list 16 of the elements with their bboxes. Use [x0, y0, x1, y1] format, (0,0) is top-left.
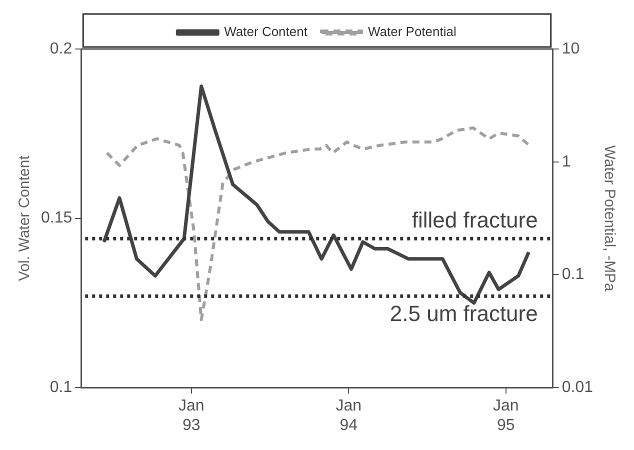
- y-tick-label: 0.15: [41, 210, 72, 227]
- y2-tick-label: 0.01: [562, 379, 594, 396]
- legend-label: Water Potential: [368, 24, 456, 40]
- y2-tick-label: 10: [562, 40, 580, 58]
- y-tick-label: 0.1: [50, 379, 72, 396]
- legend-label: Water Content: [224, 24, 308, 40]
- y2-axis-title: Water Potential, -MPa: [600, 145, 618, 292]
- ref-line-label: 2.5 um fracture: [390, 301, 538, 326]
- ref-line-label: filled fracture: [412, 208, 538, 233]
- y2-tick-label: 0.1: [562, 266, 584, 284]
- x-tick-label: Jan 93: [178, 398, 204, 434]
- x-tick-label: Jan 95: [493, 398, 519, 434]
- x-tick-label: Jan 94: [336, 398, 362, 434]
- y-axis-title: Vol. Water Content: [16, 154, 34, 281]
- y2-tick-label: 1: [562, 153, 571, 170]
- y-tick-label: 0.2: [50, 40, 72, 58]
